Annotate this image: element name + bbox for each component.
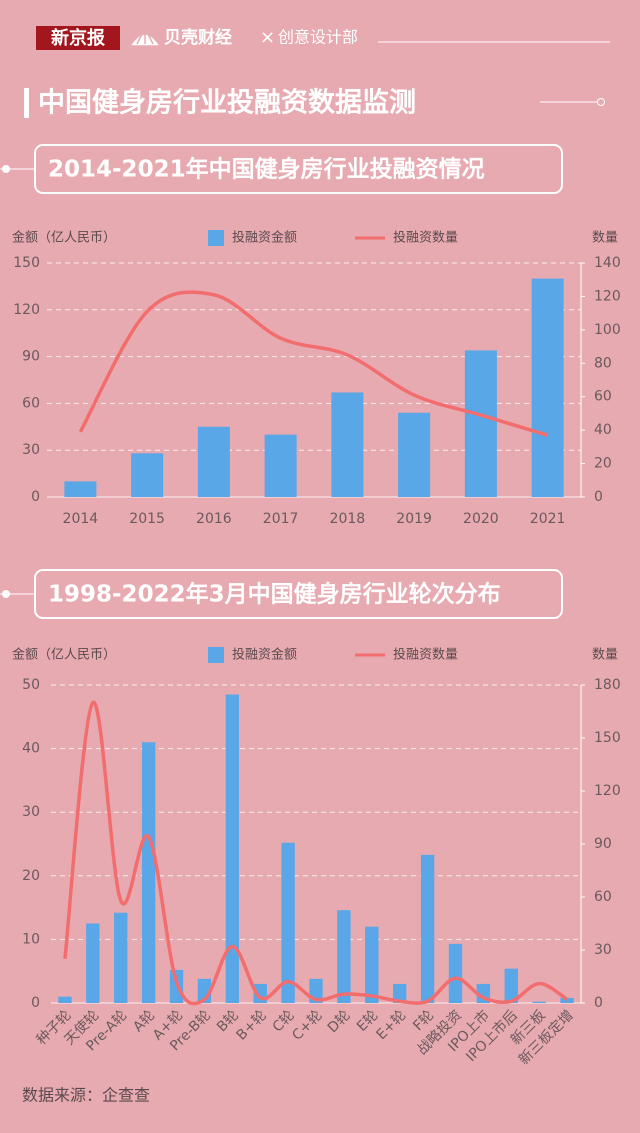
section-dot: [2, 590, 10, 598]
bar: [58, 996, 72, 1003]
bar: [532, 1001, 546, 1003]
bar: [141, 742, 156, 1003]
y2-tick-label: 180: [594, 677, 621, 693]
line: [63, 700, 569, 1006]
y2-axis-label: 数量: [592, 231, 618, 246]
bar: [86, 923, 100, 1003]
x-tick-label: 2021: [530, 511, 566, 527]
y2-tick-label: 40: [594, 422, 612, 438]
page-title: 中国健身房行业投融资数据监测: [38, 87, 416, 119]
y-axis-label: 金额（亿人民币）: [12, 230, 116, 246]
y2-tick-label: 60: [594, 889, 612, 905]
bar: [264, 434, 297, 497]
y-tick-label: 60: [22, 395, 40, 411]
x-tick-label: 2019: [396, 511, 432, 527]
section-box: [34, 144, 563, 194]
y-tick-label: 50: [22, 677, 40, 693]
bar: [365, 926, 379, 1003]
bar: [337, 910, 351, 1003]
bar: [420, 854, 435, 1003]
x-tick-label: 2018: [330, 511, 366, 527]
bar: [531, 278, 564, 497]
bar: [114, 912, 128, 1003]
y-tick-label: 0: [31, 995, 40, 1011]
logo-box: [36, 26, 120, 50]
section-dot: [2, 165, 10, 173]
y2-tick-label: 20: [594, 456, 612, 472]
y-tick-label: 120: [13, 302, 40, 318]
y-tick-label: 0: [31, 489, 40, 505]
legend-label: 投融资金额: [232, 230, 297, 246]
title-bar: [24, 88, 29, 118]
logo: 新京报: [51, 27, 105, 49]
bar: [464, 350, 497, 497]
brand: 贝壳财经: [164, 27, 232, 48]
y2-tick-label: 0: [594, 489, 603, 505]
shell-icon: [128, 27, 162, 47]
bar: [281, 842, 295, 1003]
x-tick-label: 2017: [263, 511, 299, 527]
dept: 创意设计部: [278, 28, 358, 47]
y-tick-label: 30: [22, 804, 40, 820]
x-tick-label: 2016: [196, 511, 232, 527]
bar: [131, 453, 164, 497]
section-title: 2014-2021年中国健身房行业投融资情况: [48, 156, 485, 183]
legend-swatch: [208, 230, 224, 246]
legend-swatch: [208, 647, 224, 663]
bar: [197, 426, 230, 497]
y2-tick-label: 100: [594, 322, 621, 338]
x-tick-label: 2015: [129, 511, 165, 527]
y-tick-label: 20: [22, 868, 40, 884]
bar: [398, 412, 431, 497]
y2-tick-label: 90: [594, 836, 612, 852]
y2-tick-label: 150: [594, 730, 621, 746]
y2-tick-label: 80: [594, 355, 612, 371]
section-box: [34, 569, 563, 619]
legend-label: 投融资金额: [232, 647, 297, 663]
section-title: 1998-2022年3月中国健身房行业轮次分布: [48, 581, 501, 608]
x-tick-label: 2014: [63, 511, 99, 527]
line: [78, 290, 549, 437]
y2-tick-label: 120: [594, 288, 621, 304]
y2-tick-label: 140: [594, 255, 621, 271]
source: 数据来源：企查查: [22, 1086, 150, 1105]
bar: [331, 392, 364, 497]
y-axis-label: 金额（亿人民币）: [12, 647, 116, 663]
y-tick-label: 10: [22, 931, 40, 947]
y-tick-label: 30: [22, 442, 40, 458]
x-tick-label: 2020: [463, 511, 499, 527]
bar: [392, 983, 407, 1003]
bar: [560, 997, 574, 1003]
y-tick-label: 40: [22, 741, 40, 757]
bar: [504, 968, 518, 1003]
legend-label: 投融资数量: [393, 230, 458, 246]
y2-tick-label: 30: [594, 942, 612, 958]
bar: [448, 943, 463, 1003]
y-tick-label: 90: [22, 349, 40, 365]
legend-label: 投融资数量: [393, 647, 458, 663]
y2-axis-label: 数量: [592, 648, 618, 663]
bar: [225, 694, 240, 1003]
bar: [64, 481, 97, 497]
y2-tick-label: 120: [594, 783, 621, 799]
y2-tick-label: 0: [594, 995, 603, 1011]
y-tick-label: 150: [13, 255, 40, 271]
y2-tick-label: 60: [594, 389, 612, 405]
rule-dot: [597, 98, 605, 106]
times: ×: [260, 27, 275, 48]
